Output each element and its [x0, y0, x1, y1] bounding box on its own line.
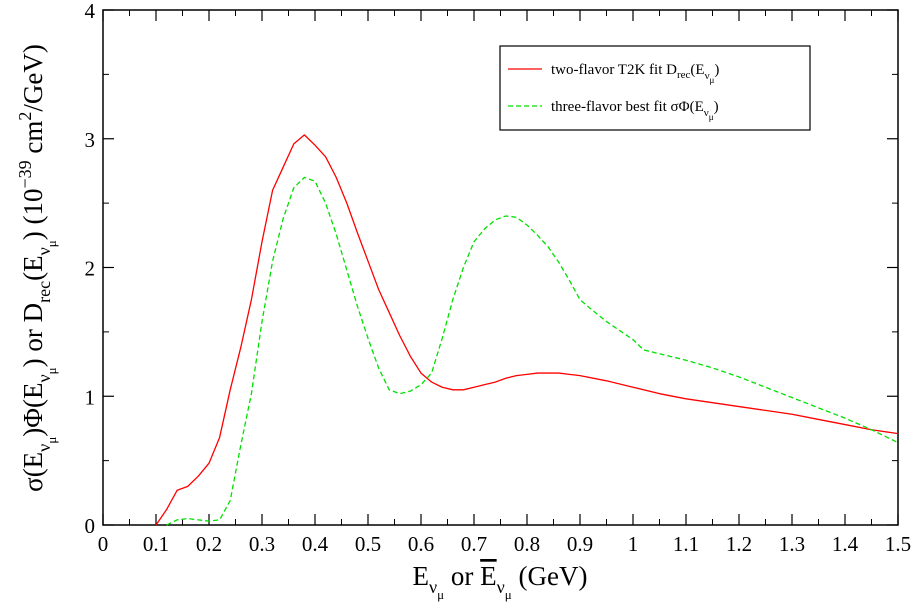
legend2-sub: ν [704, 107, 709, 119]
y-tick-label: 1 [85, 385, 96, 409]
x-tick-label: 1 [628, 532, 639, 556]
y-title-p1subsub: μ [44, 437, 59, 444]
x-tick-label: 0.4 [302, 532, 329, 556]
x-tick-label: 0.7 [461, 532, 487, 556]
legend1-post: ) [714, 62, 719, 78]
y-tick-label: 0 [85, 514, 96, 538]
legend1-subsub2: μ [710, 75, 715, 85]
y-title-p4: (E [18, 255, 48, 280]
x-tick-label: 0.6 [408, 532, 434, 556]
x-title-unit: (GeV) [512, 561, 588, 591]
legend1-pre: two-flavor T2K fit D [551, 62, 677, 78]
legend1-sub: rec [677, 69, 691, 81]
series-line-two-flavor [155, 134, 899, 526]
x-tick-label: 1.5 [885, 532, 911, 556]
y-title-p2: )Φ(E [18, 382, 48, 436]
y-title-p5sup: −39 [15, 160, 35, 188]
series-line-three-flavor [166, 176, 899, 526]
series-layer [155, 134, 899, 526]
x-tick-label: 0.8 [514, 532, 540, 556]
y-title-p2sub: ν [34, 374, 54, 382]
legend: two-flavor T2K fit Drec(Eνμ) three-flavo… [499, 45, 811, 131]
legend-label-three-flavor: three-flavor best fit σΦ(Eνμ) [551, 99, 719, 122]
legend2-pre: three-flavor best fit σΦ(E [551, 99, 704, 115]
y-title-p6sup: 2 [15, 112, 35, 121]
y-tick-label: 2 [85, 257, 96, 281]
legend1-mid: (E [690, 62, 704, 78]
y-title-p1: σ(E [18, 452, 48, 492]
x-tick-label: 0.2 [196, 532, 222, 556]
x-title-subsub: μ [437, 587, 444, 602]
y-title-p5: ) (10 [18, 189, 48, 241]
x-tick-label: 0.1 [143, 532, 169, 556]
y-tick-label: 4 [85, 0, 96, 23]
x-axis-title: Eνμ or Eνμ (GeV) [413, 561, 588, 602]
legend-box [499, 45, 811, 131]
x-title-main2: E [480, 561, 497, 591]
x-tick-label: 1.3 [779, 532, 805, 556]
x-title-subsub2: μ [505, 587, 512, 602]
x-axis-ticks [102, 10, 899, 525]
x-title-sub2: ν [497, 577, 505, 597]
y-axis-tick-labels: 0 1 2 3 4 [85, 0, 96, 538]
y-title-p6: cm [18, 121, 48, 161]
y-tick-label: 3 [85, 128, 96, 152]
x-tick-label: 0.5 [355, 532, 381, 556]
legend-label-two-flavor: two-flavor T2K fit Drec(Eνμ) [551, 62, 719, 85]
x-tick-label: 1.1 [673, 532, 699, 556]
y-title-p4sub: ν [34, 247, 54, 255]
x-tick-label: 1.2 [726, 532, 752, 556]
y-title-p4subsub: μ [44, 240, 59, 247]
y-title-p2subsub: μ [44, 367, 59, 374]
x-tick-label: 0 [98, 532, 109, 556]
x-tick-label: 0.9 [567, 532, 593, 556]
y-title-p3sub: rec [34, 281, 54, 303]
y-title-p3: ) or D [18, 303, 48, 367]
legend1-sub2: ν [705, 70, 710, 82]
y-axis-title: σ(Eνμ)Φ(Eνμ) or Drec(Eνμ) (10−39 cm2/GeV… [15, 44, 59, 492]
x-title-or: or [444, 561, 480, 591]
x-tick-label: 1.4 [832, 532, 859, 556]
legend2-post: ) [714, 99, 719, 115]
x-axis-tick-labels: 0 0.1 0.2 0.3 0.4 0.5 0.6 0.7 0.8 0.9 1 1.1 1.2 1.3 1.… [98, 532, 911, 556]
y-title-p7: /GeV) [18, 44, 48, 111]
x-tick-label: 0.3 [249, 532, 275, 556]
y-axis-ticks [103, 9, 898, 526]
y-title-p1sub: ν [34, 444, 54, 452]
legend2-subsub: μ [709, 112, 714, 122]
x-title-sub: ν [429, 577, 437, 597]
x-title-main: E [413, 561, 430, 591]
